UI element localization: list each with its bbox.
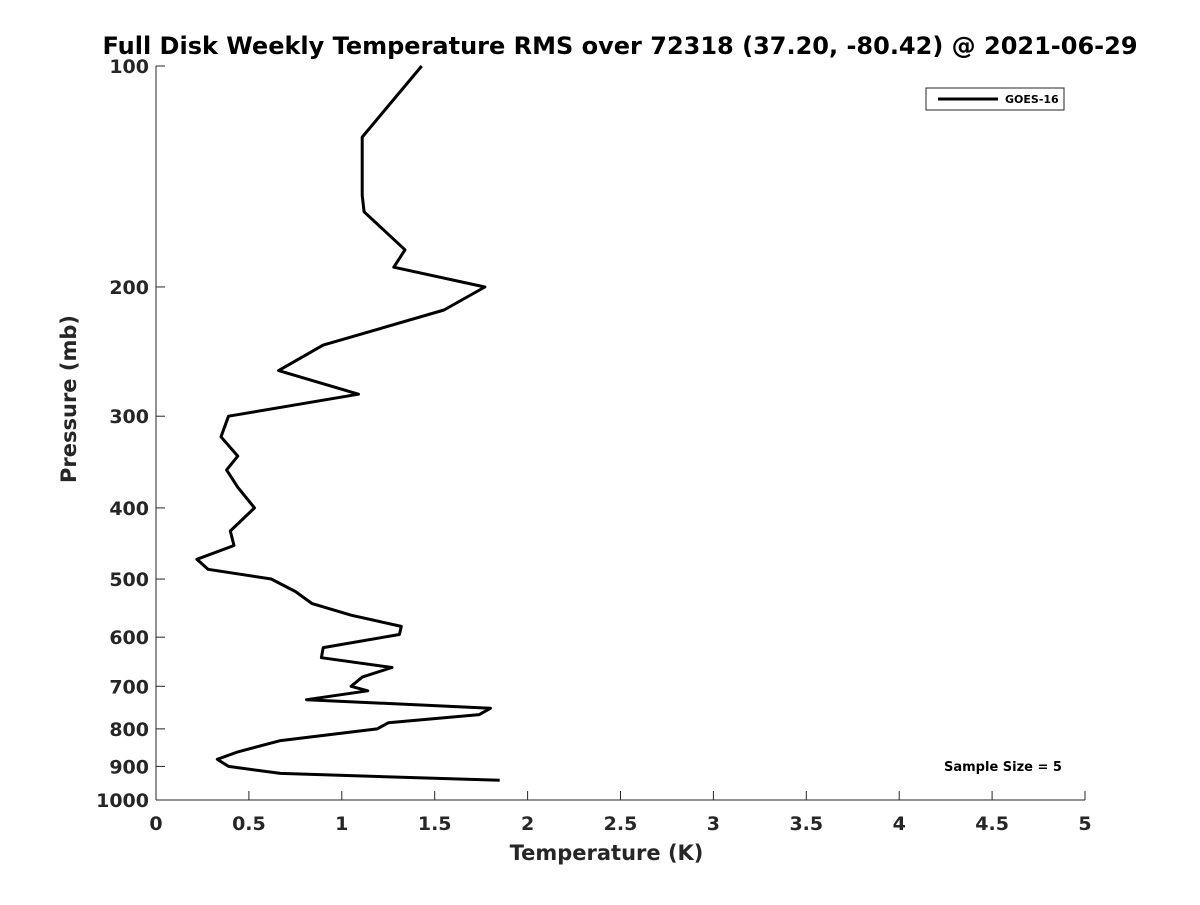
- series-layer: [195, 65, 500, 782]
- series-line-goes-16: [195, 65, 500, 782]
- y-tick-label: 1000: [96, 790, 149, 812]
- x-tick-label: 1.5: [418, 813, 452, 835]
- x-tick-label: 4.5: [975, 813, 1009, 835]
- y-tick-label: 100: [109, 56, 149, 78]
- y-axis-label: Pressure (mb): [57, 315, 81, 483]
- y-tick-label: 500: [109, 569, 149, 591]
- legend-entry-goes-16: GOES-16: [1005, 93, 1059, 106]
- x-tick-label: 2: [521, 813, 534, 835]
- axis-ticks: [155, 65, 1086, 801]
- sample-size-annotation: Sample Size = 5: [944, 760, 1062, 775]
- x-tick-label: 0: [149, 813, 162, 835]
- x-tick-label: 3.5: [789, 813, 823, 835]
- y-tick-label: 200: [109, 277, 149, 299]
- y-tick-label: 900: [109, 756, 149, 778]
- y-tick-label: 600: [109, 627, 149, 649]
- y-tick-label: 400: [109, 498, 149, 520]
- y-tick-label: 800: [109, 719, 149, 741]
- tick-labels: 0 0.5 1 1.5 2 2.5 3 3.5 4 4.5 5 100 200 300 400 500 600 7…: [96, 56, 1092, 835]
- x-axis-label: Temperature (K): [510, 841, 704, 865]
- x-tick-label: 5: [1078, 813, 1091, 835]
- x-tick-label: 0.5: [232, 813, 266, 835]
- y-tick-label: 700: [109, 676, 149, 698]
- chart-title: Full Disk Weekly Temperature RMS over 72…: [102, 32, 1137, 60]
- y-tick-label: 300: [109, 406, 149, 428]
- x-tick-label: 2.5: [604, 813, 638, 835]
- legend: GOES-16: [925, 87, 1065, 111]
- x-tick-label: 4: [893, 813, 906, 835]
- x-tick-label: 3: [707, 813, 720, 835]
- x-tick-label: 1: [335, 813, 348, 835]
